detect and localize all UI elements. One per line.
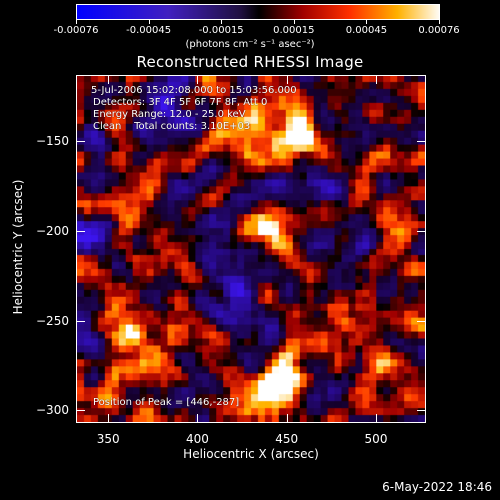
x-tick-mark — [108, 414, 110, 422]
x-axis-label: Heliocentric X (arcsec) — [183, 447, 319, 461]
x-tick-mark — [376, 414, 377, 422]
y-axis-label: Heliocentric Y (arcsec) — [11, 179, 25, 315]
x-tick-mark — [286, 414, 288, 422]
colorbar-tick-label: 0.00045 — [345, 25, 388, 36]
x-tick-mark — [197, 414, 199, 422]
colorbar-tick-label: -0.00045 — [126, 25, 172, 36]
x-tick-label: 450 — [275, 432, 299, 446]
y-tick-mark — [77, 141, 85, 143]
y-tick-label: −200 — [36, 224, 69, 239]
colorbar-tick-mark — [439, 20, 440, 24]
colorbar-tick-mark — [148, 20, 150, 24]
x-tick-label: 400 — [185, 432, 209, 446]
plot-area: 5-Jul-2006 15:02:08.000 to 15:03:56.000 … — [76, 75, 426, 423]
heatmap-image — [77, 76, 425, 422]
colorbar-tick-mark — [76, 20, 77, 24]
colorbar-tick-label: 0.00076 — [418, 25, 460, 36]
y-tick-label: −250 — [36, 313, 69, 328]
colorbar — [76, 4, 440, 20]
colorbar-tick-label: 0.00015 — [273, 25, 315, 36]
counts-text: Clean Total counts: 3.10E+03 — [93, 121, 251, 132]
y-tick-mark — [417, 141, 425, 143]
detectors-text: Detectors: 3F 4F 5F 6F 7F 8F, Att 0 — [93, 97, 268, 108]
colorbar-tick-mark — [221, 20, 223, 24]
y-tick-label: −150 — [36, 134, 69, 149]
y-tick-mark — [417, 320, 425, 322]
y-tick-mark — [77, 231, 85, 233]
chart-title: Reconstructed RHESSI Image — [136, 53, 364, 71]
colorbar-tick-label: -0.00015 — [198, 25, 244, 36]
timestamp: 6-May-2022 18:46 — [382, 480, 492, 494]
x-tick-mark — [197, 76, 199, 84]
colorbar-tick-mark — [293, 20, 295, 24]
colorbar-tick-mark — [366, 20, 368, 24]
time-range-text: 5-Jul-2006 15:02:08.000 to 15:03:56.000 — [91, 85, 297, 96]
colorbar-tick-label: -0.00076 — [53, 25, 99, 36]
x-tick-label: 350 — [96, 432, 120, 446]
energy-range-text: Energy Range: 12.0 - 25.0 keV — [93, 109, 246, 120]
y-tick-mark — [417, 410, 425, 412]
x-tick-mark — [376, 76, 377, 84]
peak-position-text: Position of Peak = [446,-287] — [93, 397, 240, 408]
x-tick-mark — [286, 76, 288, 84]
y-tick-mark — [77, 320, 85, 322]
y-tick-mark — [417, 231, 425, 233]
y-tick-label: −300 — [36, 403, 69, 418]
colorbar-units: (photons cm⁻² s⁻¹ asec⁻²) — [185, 39, 315, 50]
y-tick-mark — [77, 410, 85, 412]
x-tick-mark — [108, 76, 110, 84]
x-tick-label: 500 — [364, 432, 388, 446]
